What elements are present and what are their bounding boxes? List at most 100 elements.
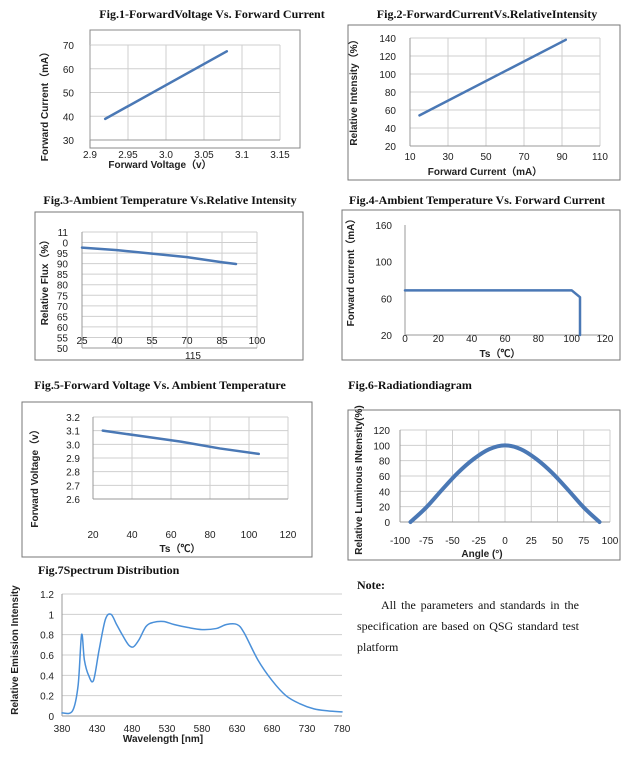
fig4-ylabel: Forward current（mA） [344,214,357,327]
fig2-panel: Fig.2-ForwardCurrentVs.RelativeIntensity… [330,0,626,185]
fig2-border [347,24,621,181]
fig2-title: Fig.2-ForwardCurrentVs.RelativeIntensity [377,7,597,21]
fig1-xlabel: Forward Voltage（v） [108,158,211,171]
fig7-ytick: 0.8 [40,631,54,642]
fig3-ytick: 11 [58,228,69,239]
fig4-ytick: 60 [381,294,393,305]
fig5-xtick: 20 [87,530,99,541]
fig6-xtick: 75 [578,536,590,547]
fig1-xtick: 3.05 [194,150,214,161]
fig6-xtick: 50 [552,536,564,547]
fig2-xtick: 10 [404,152,416,163]
fig2-ytick: 20 [385,142,397,153]
fig6-ytick: 0 [384,518,390,529]
fig7-xtick: 530 [159,724,176,735]
fig3-chart: Fig.3-Ambient Temperature Vs.Relative In… [34,193,304,362]
fig4-xtick: 0 [402,334,408,345]
fig5-title: Fig.5-Forward Voltage Vs. Ambient Temper… [34,378,286,392]
fig7-xtick: 380 [54,724,71,735]
fig1-ytick: 70 [63,41,75,52]
fig4-ytick: 20 [381,331,393,342]
fig1-panel: Fig.1-ForwardVoltage Vs. Forward Current… [0,0,325,180]
note-title: Note: [357,578,385,592]
fig7-xlabel: Wavelength [nm] [123,734,203,745]
fig2-ytick: 140 [379,34,396,45]
fig3-ytick: 90 [57,260,69,271]
fig2-xtick: 110 [592,152,608,163]
fig3-ytick: 60 [57,323,69,334]
fig2-xtick: 30 [442,152,454,163]
fig4-panel: Fig.4-Ambient Temperature Vs. Forward Cu… [330,190,626,365]
fig1-title: Fig.1-ForwardVoltage Vs. Forward Current [99,7,324,21]
fig1-chart: Fig.1-ForwardVoltage Vs. Forward Current… [38,7,325,171]
fig7-xtick: 780 [334,724,351,735]
fig7-title: Fig.7Spectrum Distribution [38,563,180,577]
fig2-xtick: 70 [518,152,530,163]
note-body: All the parameters and standards in the … [357,598,579,654]
fig6-xtick: -100 [390,536,410,547]
fig3-xtick: 55 [146,336,158,347]
fig1-xtick: 3.0 [159,150,173,161]
fig5-xtick: 100 [241,530,258,541]
fig2-ytick: 80 [385,88,397,99]
fig1-xtick: 3.1 [235,150,249,161]
fig1-ytick: 60 [63,65,75,76]
fig3-ytick: 80 [57,281,69,292]
fig7-ylabel: Relative Emission Intensity [10,585,21,715]
fig5-ytick: 2.6 [66,495,80,506]
fig6-xlabel: Angle (°) [461,549,502,560]
fig5-xlabel: Ts（℃） [160,542,201,555]
fig6-xtick: 100 [602,536,619,547]
fig7-ytick: 0.2 [40,692,54,703]
fig3-ytick: 50 [57,344,69,355]
fig5-ytick: 2.7 [66,481,80,492]
fig3-xtick-extra: 115 [185,351,201,362]
fig2-chart: Fig.2-ForwardCurrentVs.RelativeIntensity… [347,7,621,181]
fig5-ytick: 2.9 [66,454,80,465]
fig7-ytick: 0.6 [40,651,54,662]
fig5-ytick: 3.0 [66,440,80,451]
fig4-ytick: 100 [375,258,392,269]
fig2-xtick: 90 [556,152,568,163]
fig7-xtick: 680 [264,724,281,735]
fig2-ylabel: Relative Intensity（%） [347,34,360,145]
fig5-xtick: 120 [280,530,297,541]
fig7-xtick: 480 [124,724,141,735]
fig3-ylabel: Relative Flux（%） [38,235,51,326]
fig6-xtick: 25 [526,536,538,547]
fig7-panel: Fig.7Spectrum Distribution 1.2 1 0.8 0.6 0.4… [0,562,351,762]
fig4-ytick: 160 [375,221,392,232]
fig7-ytick: 0.4 [40,671,54,682]
fig6-ytick: 100 [373,441,390,452]
fig6-ytick: 80 [379,457,391,468]
fig4-xtick: 40 [466,334,478,345]
fig4-border [341,209,621,361]
fig6-border [347,409,621,561]
fig6-ylabel: Relative Luminous INtensity(%) [354,405,365,554]
fig3-ytick: 0 [62,239,68,250]
fig3-title: Fig.3-Ambient Temperature Vs.Relative In… [43,193,296,207]
fig5-panel: Fig.5-Forward Voltage Vs. Ambient Temper… [0,372,320,560]
fig1-ytick: 30 [63,136,75,147]
fig3-ytick: 85 [57,270,69,281]
fig7-xtick: 630 [229,724,246,735]
fig6-xtick: -75 [419,536,434,547]
fig3-ytick: 75 [57,291,69,302]
fig5-chart: Fig.5-Forward Voltage Vs. Ambient Temper… [21,378,313,558]
fig4-chart: Fig.4-Ambient Temperature Vs. Forward Cu… [341,193,621,361]
fig4-xtick: 120 [597,334,614,345]
fig6-series-line [408,443,602,524]
fig6-ytick: 40 [379,487,391,498]
fig1-series-line [103,50,229,121]
fig2-xlabel: Forward Current（mA） [428,165,542,178]
fig1-ylabel: Forward Current（mA） [38,47,51,161]
fig7-chart: Fig.7Spectrum Distribution 1.2 1 0.8 0.6 0.4… [10,563,351,745]
fig3-xtick: 100 [249,336,266,347]
fig7-ytick: 1 [48,610,54,621]
fig2-ytick: 40 [385,124,397,135]
fig6-ytick: 60 [379,472,391,483]
fig4-xtick: 60 [499,334,511,345]
fig3-panel: Fig.3-Ambient Temperature Vs.Relative In… [0,190,320,365]
fig3-xtick: 85 [216,336,228,347]
fig5-xtick: 80 [204,530,216,541]
